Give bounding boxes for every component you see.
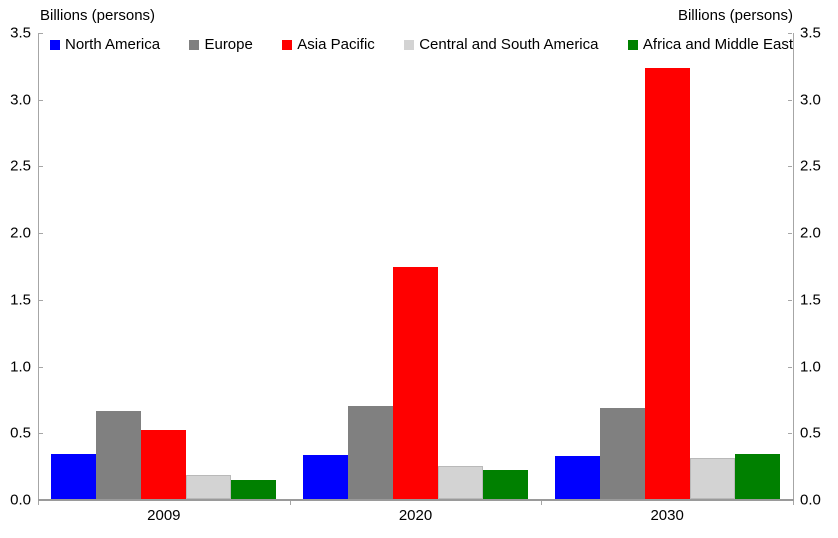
bar-2020-central-and-south-america: [437, 466, 483, 499]
y-tick-mark-right: [788, 299, 792, 301]
bar-2030-central-and-south-america: [689, 458, 735, 499]
y-tick-label-right: 2.0: [800, 224, 821, 242]
y-tick-label-right: 0.0: [800, 491, 821, 509]
y-tick-mark-right: [788, 99, 792, 101]
bar-group-2030: [541, 33, 793, 499]
legend-swatch-icon: [282, 39, 293, 50]
bar-2020-europe: [347, 406, 393, 499]
x-tick-mark: [793, 501, 794, 505]
x-axis-line: [38, 499, 794, 501]
y-tick-mark-left: [39, 299, 43, 301]
bar-2030-africa-and-middle-east: [734, 454, 780, 499]
bar-2009-africa-and-middle-east: [231, 480, 277, 499]
legend-swatch-icon: [189, 39, 200, 50]
bar-2030-europe: [599, 408, 645, 499]
x-tick-mark: [38, 501, 39, 505]
bar-2030-asia-pacific: [644, 68, 690, 499]
y-tick-label-right: 3.0: [800, 91, 821, 109]
legend-item: Africa and Middle East: [627, 36, 793, 53]
legend-label: North America: [65, 36, 161, 53]
x-tick-mark: [290, 501, 291, 505]
y-tick-mark-left: [39, 366, 43, 368]
bar-2009-north-america: [51, 454, 97, 499]
y-axis-line-right: [793, 33, 794, 500]
bar-group-2009: [38, 33, 290, 499]
y-tick-label-right: 1.5: [800, 291, 821, 309]
y-tick-mark-left: [39, 33, 43, 34]
y-tick-mark-right: [788, 33, 792, 34]
bar-2009-europe: [96, 411, 142, 499]
y-tick-label-left: 0.0: [10, 491, 31, 509]
y-tick-label-right: 0.5: [800, 424, 821, 442]
y-tick-label-left: 2.0: [10, 224, 31, 242]
bar-2009-asia-pacific: [141, 430, 187, 499]
x-category-label: 2020: [398, 507, 433, 524]
y-axis-title-right: Billions (persons): [677, 7, 793, 24]
bar-2009-central-and-south-america: [186, 475, 232, 499]
y-tick-label-right: 1.0: [800, 358, 821, 376]
y-tick-label-left: 1.5: [10, 291, 31, 309]
bar-2020-asia-pacific: [392, 267, 438, 499]
y-tick-mark-right: [788, 233, 792, 235]
y-tick-label-right: 2.5: [800, 157, 821, 175]
legend-label: Central and South America: [419, 36, 599, 53]
x-category-label: 2030: [650, 507, 684, 524]
legend-item: North America: [50, 36, 160, 53]
bar-group-2020: [290, 33, 542, 499]
legend-label: Asia Pacific: [297, 36, 375, 53]
y-tick-mark-left: [39, 233, 43, 235]
y-tick-mark-left: [39, 99, 43, 101]
y-tick-label-left: 0.5: [10, 424, 31, 442]
y-axis-line-left: [38, 33, 39, 500]
chart-legend: North America Europe Asia Pacific Central a…: [50, 36, 793, 53]
bar-2030-north-america: [554, 456, 600, 499]
y-axis-title-left: Billions (persons): [40, 7, 156, 24]
y-tick-mark-left: [39, 433, 43, 435]
legend-label: Europe: [204, 36, 253, 53]
y-tick-label-left: 1.0: [10, 358, 31, 376]
legend-item: Central and South America: [404, 36, 599, 53]
y-tick-mark-right: [788, 366, 792, 368]
bar-2020-north-america: [302, 455, 348, 499]
y-tick-label-left: 3.0: [10, 91, 31, 109]
legend-item: Europe: [189, 36, 253, 53]
legend-item: Asia Pacific: [282, 36, 375, 53]
y-tick-mark-left: [39, 166, 43, 168]
x-tick-mark: [541, 501, 542, 505]
y-tick-label-right: 3.5: [800, 24, 821, 42]
legend-label: Africa and Middle East: [642, 36, 793, 53]
legend-swatch-icon: [404, 39, 415, 50]
y-tick-label-left: 2.5: [10, 157, 31, 175]
y-tick-label-left: 3.5: [10, 24, 31, 42]
legend-swatch-icon: [50, 39, 60, 50]
bar-2020-africa-and-middle-east: [482, 470, 528, 499]
x-category-label: 2009: [147, 507, 181, 524]
y-tick-mark-right: [788, 166, 792, 168]
y-tick-mark-right: [788, 433, 792, 435]
legend-swatch-icon: [627, 39, 638, 50]
